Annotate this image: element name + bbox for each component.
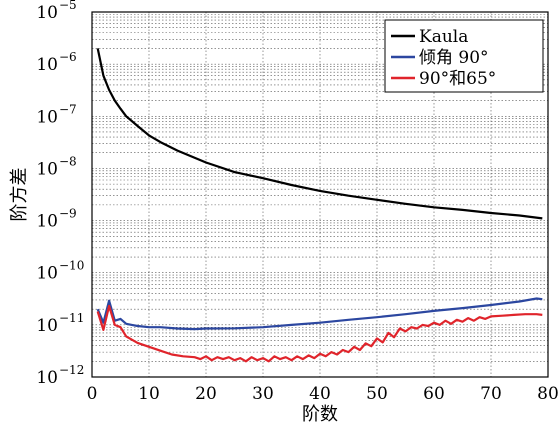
x-tick-label: 20: [195, 384, 217, 404]
y-tick-exponent: −8: [59, 154, 77, 168]
series-line-3: [96, 304, 543, 363]
y-tick-exponent: −5: [59, 0, 77, 12]
x-tick-label: 50: [366, 384, 388, 404]
y-axis-label: 阶方差: [9, 168, 30, 222]
y-tick-label: 10: [36, 368, 58, 388]
y-tick-exponent: −11: [59, 311, 84, 325]
y-tick-label: 10: [36, 107, 58, 127]
y-tick-label: 10: [36, 264, 58, 284]
plot-frame: [91, 11, 549, 378]
legend-label: 倾角 90°: [419, 48, 489, 68]
x-tick-label: 80: [537, 384, 558, 404]
x-tick-label: 60: [423, 384, 445, 404]
x-tick-label: 70: [480, 384, 502, 404]
series-layer: [96, 48, 543, 363]
y-tick-exponent: −12: [59, 363, 84, 377]
y-tick-label: 10: [36, 159, 58, 179]
series-line-2: [96, 297, 543, 331]
y-tick-label: 10: [36, 212, 58, 232]
y-tick-label: 10: [36, 3, 58, 23]
y-tick-exponent: −6: [59, 50, 77, 64]
y-tick-label: 10: [36, 316, 58, 336]
x-axis-label: 阶数: [302, 404, 338, 425]
series-line-1: [96, 48, 543, 220]
x-tick-label: 10: [138, 384, 160, 404]
x-tick-labels: 0 10 20 30 40 50 60 70 80: [87, 384, 558, 404]
y-tick-exponent: −10: [59, 259, 84, 273]
y-tick-label: 10: [36, 55, 58, 75]
y-tick-exponent: −9: [59, 207, 77, 221]
x-tick-label: 40: [309, 384, 331, 404]
x-tick-label: 30: [252, 384, 274, 404]
legend-label: Kaula: [419, 27, 468, 47]
y-tick-exponent: −7: [59, 102, 77, 116]
grid-lines: [92, 12, 548, 377]
legend-label: 90°和65°: [419, 69, 496, 89]
x-tick-label: 0: [87, 384, 98, 404]
